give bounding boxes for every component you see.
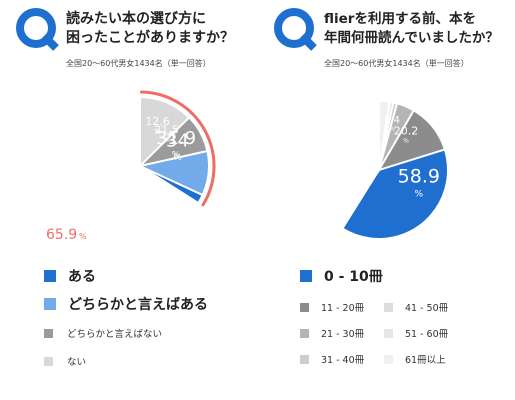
- left-chart-panel: 読みたい本の選び方に 困ったことがありますか？ 全国20～60代男女1434名（…: [0, 0, 257, 400]
- slice-percent-sign: %: [389, 126, 395, 133]
- question-title-line-1: flierを利用する前、本を: [324, 11, 476, 27]
- question-q-icon: [16, 8, 59, 51]
- legend-label: 31 - 40冊: [321, 355, 365, 366]
- legend-item-61-plus: 61冊以上: [384, 352, 446, 366]
- right-chart-panel: flierを利用する前、本を 年間何冊読んでいましたか？ 全国20～60代男女1…: [258, 0, 515, 400]
- legend-label: 11 - 20冊: [321, 303, 365, 314]
- legend-label: 0 - 10冊: [324, 269, 383, 285]
- legend-label: どちらかと言えばある: [68, 297, 208, 313]
- legend-item-51-60: 51 - 60冊: [384, 326, 448, 340]
- question-q-icon: [274, 8, 317, 51]
- legend-item-nai: ない: [44, 354, 86, 368]
- slice-value-label: 34: [166, 130, 189, 151]
- legend-swatch: [300, 302, 309, 312]
- survey-subtitle: 全国20～60代男女1434名（単一回答）: [324, 59, 469, 68]
- legend-swatch: [384, 354, 393, 364]
- legend-label: 21 - 30冊: [321, 329, 365, 340]
- legend-item-dochiraka-aru: どちらかと言えばある: [44, 294, 208, 314]
- question-title-line-2: 困ったことがありますか？: [66, 30, 234, 46]
- slice-value-label: 20.2: [394, 124, 419, 137]
- legend-item-21-30: 21 - 30冊: [300, 326, 364, 340]
- legend-swatch: [44, 328, 53, 338]
- slice-value-label: 21.5: [154, 124, 179, 137]
- question-title: 読みたい本の選び方に 困ったことがありますか？: [66, 10, 234, 48]
- legend-swatch: [44, 270, 56, 282]
- highlight-total-unit: %: [79, 232, 87, 241]
- question-title: flierを利用する前、本を 年間何冊読んでいましたか？: [324, 10, 499, 48]
- legend-swatch: [384, 328, 393, 338]
- slice-value-label: 58.9: [398, 165, 440, 187]
- slice-percent-sign: %: [164, 137, 170, 144]
- legend-item-0-10: 0 - 10冊: [300, 266, 383, 286]
- legend-item-31-40: 31 - 40冊: [300, 352, 364, 366]
- slice-percent-sign: %: [403, 138, 409, 145]
- legend-label: ない: [67, 357, 87, 368]
- highlight-total-label: 65.9: [46, 227, 77, 243]
- legend-item-aru: ある: [44, 266, 96, 286]
- legend-label: どちらかと言えばない: [67, 329, 163, 340]
- legend-label: 51 - 60冊: [405, 329, 449, 340]
- highlight-arc: [139, 90, 216, 207]
- legend-swatch: [44, 298, 56, 310]
- legend-item-11-20: 11 - 20冊: [300, 300, 364, 314]
- question-title-line-1: 読みたい本の選び方に: [66, 11, 206, 27]
- slice-percent-sign: %: [173, 153, 182, 163]
- slice-value-label: 8.4: [384, 115, 400, 126]
- legend-swatch: [300, 354, 309, 364]
- pie-slice-3: [139, 95, 191, 169]
- question-title-line-2: 年間何冊読んでいましたか？: [324, 30, 499, 46]
- legend-label: 61冊以上: [405, 355, 446, 366]
- legend-swatch: [44, 356, 53, 366]
- slice-value-label: 31.9: [156, 128, 196, 149]
- slice-percent-sign: %: [415, 190, 424, 200]
- slice-percent-sign: %: [172, 151, 181, 161]
- survey-subtitle: 全国20～60代男女1434名（単一回答）: [66, 59, 211, 68]
- slice-value-label: 12.6: [145, 115, 170, 128]
- legend-swatch: [384, 302, 393, 312]
- pie-chart-books-per-year: 58.9%20.2%8.4%: [341, 99, 449, 240]
- legend-item-dochiraka-nai: どちらかと言えばない: [44, 326, 162, 340]
- pie-slice-6: [378, 99, 391, 171]
- legend-label: 41 - 50冊: [405, 303, 449, 314]
- legend-swatch: [300, 328, 309, 338]
- pie-chart-book-selection: 34%31.9%21.5%12.6% 65.9 %: [46, 90, 216, 243]
- legend-label: ある: [68, 269, 96, 285]
- legend-swatch: [300, 270, 312, 282]
- slice-percent-sign: %: [155, 128, 161, 135]
- legend-item-41-50: 41 - 50冊: [384, 300, 448, 314]
